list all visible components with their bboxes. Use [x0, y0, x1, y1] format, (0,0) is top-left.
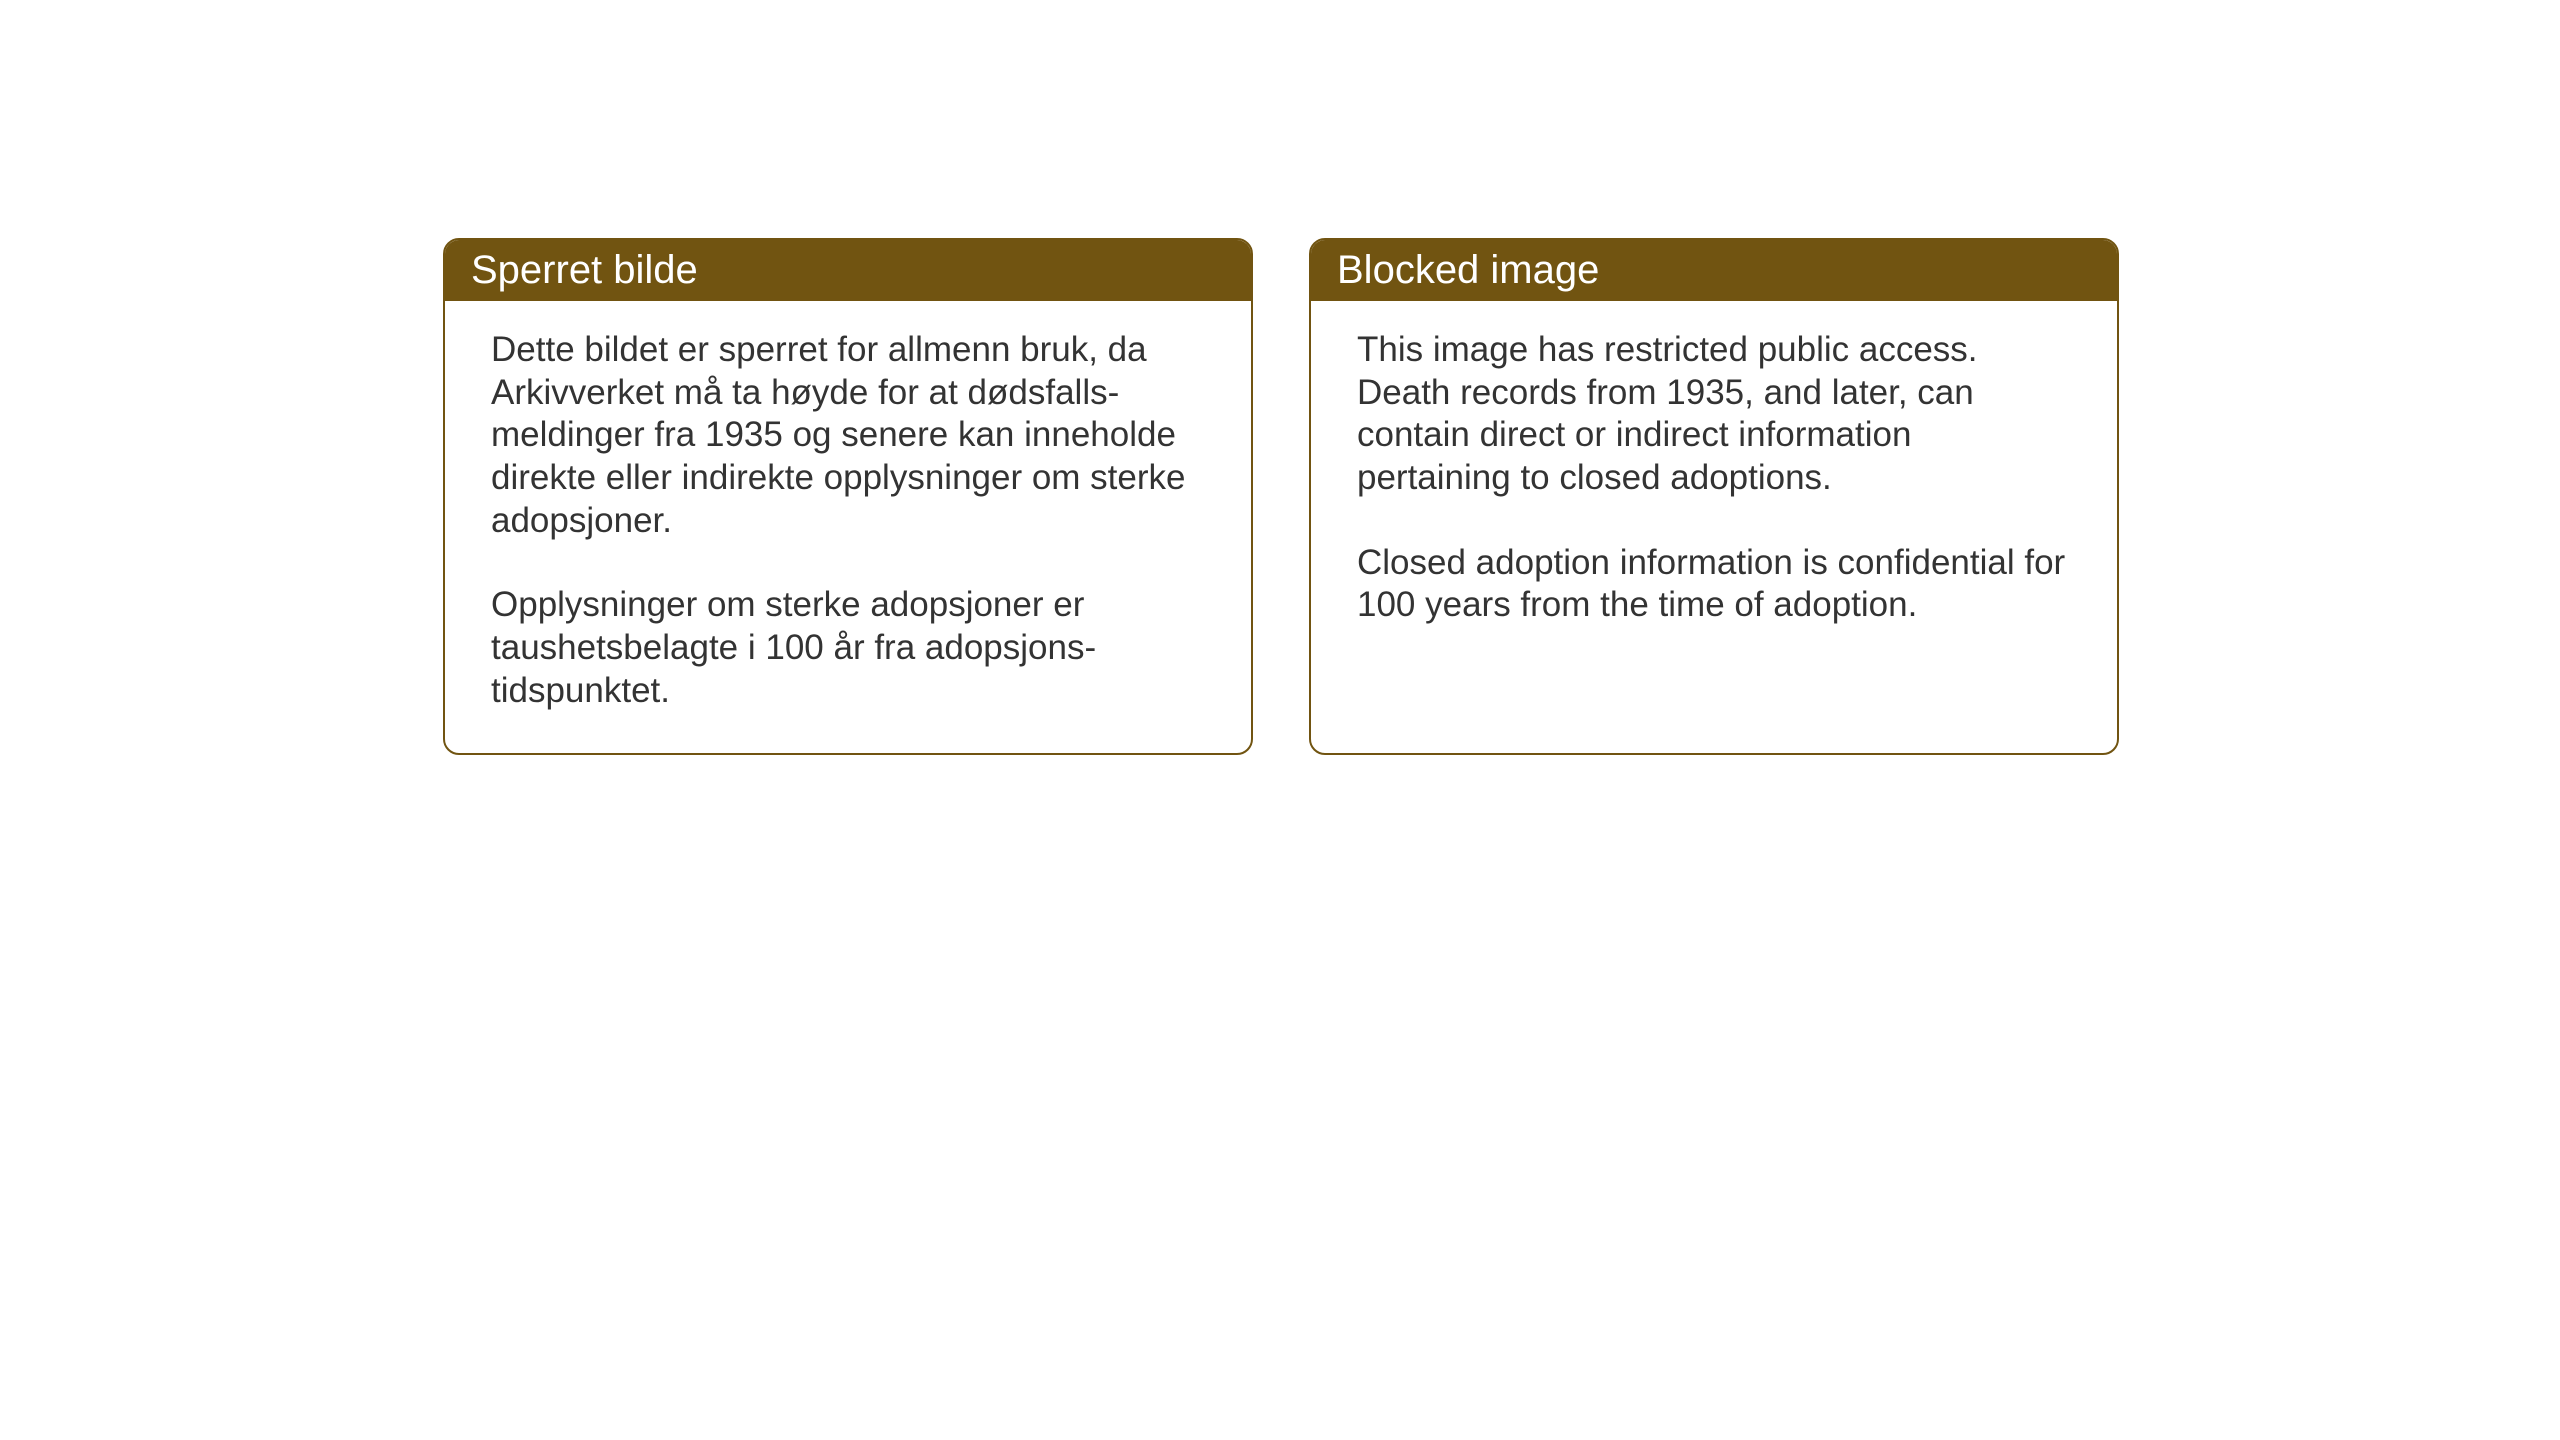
- english-card-title: Blocked image: [1337, 248, 2091, 293]
- norwegian-paragraph-1: Dette bildet er sperret for allmenn bruk…: [491, 329, 1205, 542]
- english-notice-card: Blocked image This image has restricted …: [1309, 238, 2119, 755]
- norwegian-notice-card: Sperret bilde Dette bildet er sperret fo…: [443, 238, 1253, 755]
- english-paragraph-1: This image has restricted public access.…: [1357, 329, 2071, 500]
- norwegian-paragraph-2: Opplysninger om sterke adopsjoner er tau…: [491, 584, 1205, 712]
- english-card-body: This image has restricted public access.…: [1311, 301, 2117, 667]
- notice-container: Sperret bilde Dette bildet er sperret fo…: [443, 238, 2119, 755]
- norwegian-card-body: Dette bildet er sperret for allmenn bruk…: [445, 301, 1251, 753]
- english-card-header: Blocked image: [1311, 240, 2117, 301]
- norwegian-card-title: Sperret bilde: [471, 248, 1225, 293]
- norwegian-card-header: Sperret bilde: [445, 240, 1251, 301]
- english-paragraph-2: Closed adoption information is confident…: [1357, 542, 2071, 627]
